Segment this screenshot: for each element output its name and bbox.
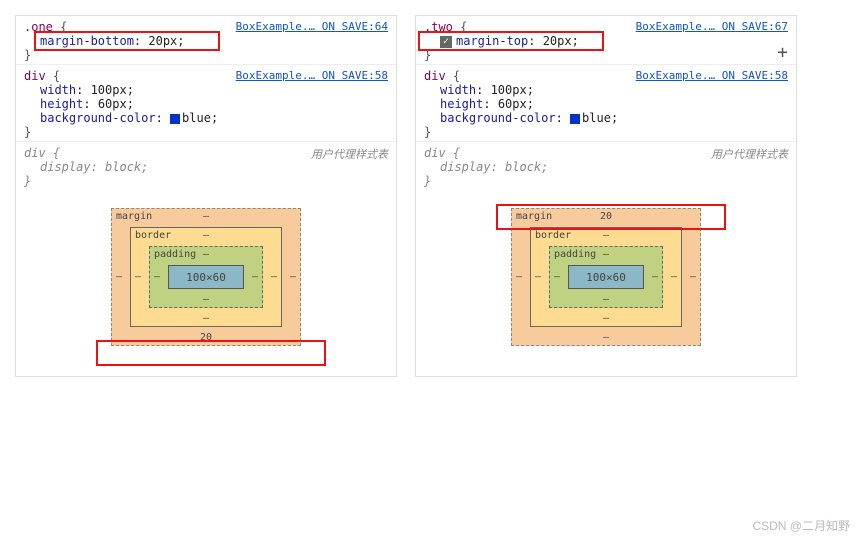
source-link[interactable]: BoxExample.… ON SAVE:64	[236, 20, 388, 33]
prop-value[interactable]: 60px;	[98, 97, 134, 111]
selector: div	[424, 146, 446, 160]
prop-name[interactable]: width	[440, 83, 476, 97]
prop-name[interactable]: height	[40, 97, 83, 111]
prop-value[interactable]: 100px;	[91, 83, 134, 97]
border-label: border	[135, 230, 171, 241]
margin-left-val: –	[116, 272, 122, 283]
prop-name: display	[440, 160, 491, 174]
box-padding[interactable]: padding – – – – 100×60	[549, 246, 663, 308]
selector: div	[24, 146, 46, 160]
margin-bottom-val: –	[603, 332, 609, 343]
prop-value[interactable]: blue;	[182, 111, 218, 125]
box-content[interactable]: 100×60	[168, 265, 244, 289]
padding-label: padding	[154, 249, 196, 260]
css-rule-div: BoxExample.… ON SAVE:58 div { width: 100…	[16, 64, 396, 141]
prop-name[interactable]: height	[440, 97, 483, 111]
box-content[interactable]: 100×60	[568, 265, 644, 289]
prop-value[interactable]: blue;	[582, 111, 618, 125]
prop-name[interactable]: width	[40, 83, 76, 97]
css-rule-ua: 用户代理样式表 div { display: block; }	[16, 141, 396, 190]
css-rule-ua: 用户代理样式表 div { display: block; }	[416, 141, 796, 190]
left-panel: BoxExample.… ON SAVE:64 .one { margin-bo…	[15, 15, 397, 377]
source-link[interactable]: BoxExample.… ON SAVE:67	[636, 20, 788, 33]
highlight-box	[96, 340, 326, 366]
panels-container: BoxExample.… ON SAVE:64 .one { margin-bo…	[15, 15, 845, 377]
ua-stylesheet-label: 用户代理样式表	[711, 146, 788, 162]
source-link[interactable]: BoxExample.… ON SAVE:58	[236, 69, 388, 82]
margin-label: margin	[116, 211, 152, 222]
box-border[interactable]: border – – – – padding – – – – 100×60	[130, 227, 282, 327]
prop-value[interactable]: 60px;	[498, 97, 534, 111]
prop-value: block;	[505, 160, 548, 174]
source-link[interactable]: BoxExample.… ON SAVE:58	[636, 69, 788, 82]
ua-stylesheet-label: 用户代理样式表	[311, 146, 388, 162]
padding-label: padding	[554, 249, 596, 260]
margin-top-val: –	[203, 211, 209, 222]
css-rule-one: BoxExample.… ON SAVE:64 .one { margin-bo…	[16, 16, 396, 64]
highlight-box	[34, 31, 220, 51]
selector: div	[24, 69, 46, 83]
margin-right-val: –	[290, 272, 296, 283]
right-panel: BoxExample.… ON SAVE:67 .two { ✓margin-t…	[415, 15, 797, 377]
color-swatch[interactable]	[170, 114, 180, 124]
prop-name: display	[40, 160, 91, 174]
box-model-diagram: margin – 20 – – border – – – – padding –	[16, 190, 396, 376]
box-model-diagram: margin 20 – – – border – – – – padding –	[416, 190, 796, 376]
prop-value: block;	[105, 160, 148, 174]
selector: div	[424, 69, 446, 83]
margin-left-val: –	[516, 272, 522, 283]
border-label: border	[535, 230, 571, 241]
box-margin[interactable]: margin – 20 – – border – – – – padding –	[111, 208, 301, 346]
watermark: CSDN @二月知野	[752, 517, 850, 534]
prop-value[interactable]: 100px;	[491, 83, 534, 97]
color-swatch[interactable]	[570, 114, 580, 124]
highlight-box	[418, 31, 604, 51]
margin-right-val: –	[690, 272, 696, 283]
css-rule-two: BoxExample.… ON SAVE:67 .two { ✓margin-t…	[416, 16, 796, 64]
css-rule-div: BoxExample.… ON SAVE:58 div { width: 100…	[416, 64, 796, 141]
box-border[interactable]: border – – – – padding – – – – 100×60	[530, 227, 682, 327]
prop-name[interactable]: background-color	[440, 111, 556, 125]
add-rule-icon[interactable]: +	[777, 42, 788, 63]
close-brace: }	[24, 48, 31, 62]
prop-name[interactable]: background-color	[40, 111, 156, 125]
box-padding[interactable]: padding – – – – 100×60	[149, 246, 263, 308]
highlight-box	[496, 204, 726, 230]
